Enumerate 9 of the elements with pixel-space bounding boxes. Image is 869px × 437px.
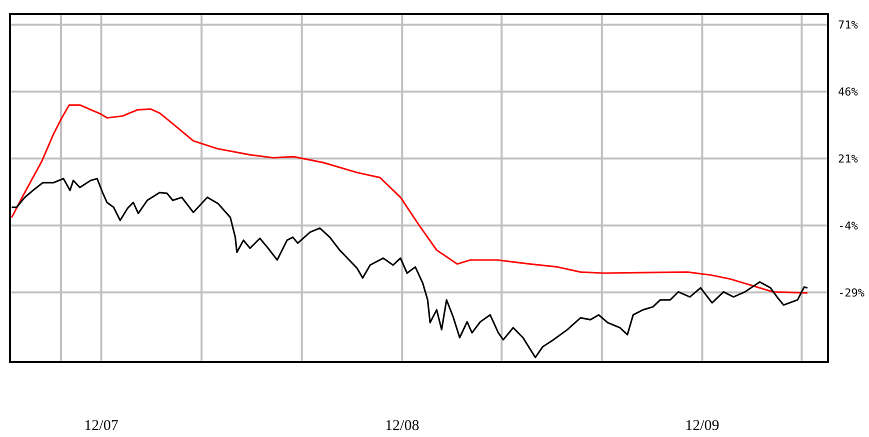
x-tick-label: 12/08 [385, 418, 420, 434]
y-tick-label: -29% [838, 286, 865, 300]
x-tick-label: 12/09 [685, 418, 720, 434]
y-tick-label: -4% [838, 219, 858, 232]
y-tick-label: 71% [838, 18, 858, 32]
line-series [10, 104, 808, 294]
y-tick-label: 21% [838, 152, 858, 166]
x-tick-label: 12/07 [84, 418, 119, 434]
y-tick-label: 46% [838, 86, 858, 99]
